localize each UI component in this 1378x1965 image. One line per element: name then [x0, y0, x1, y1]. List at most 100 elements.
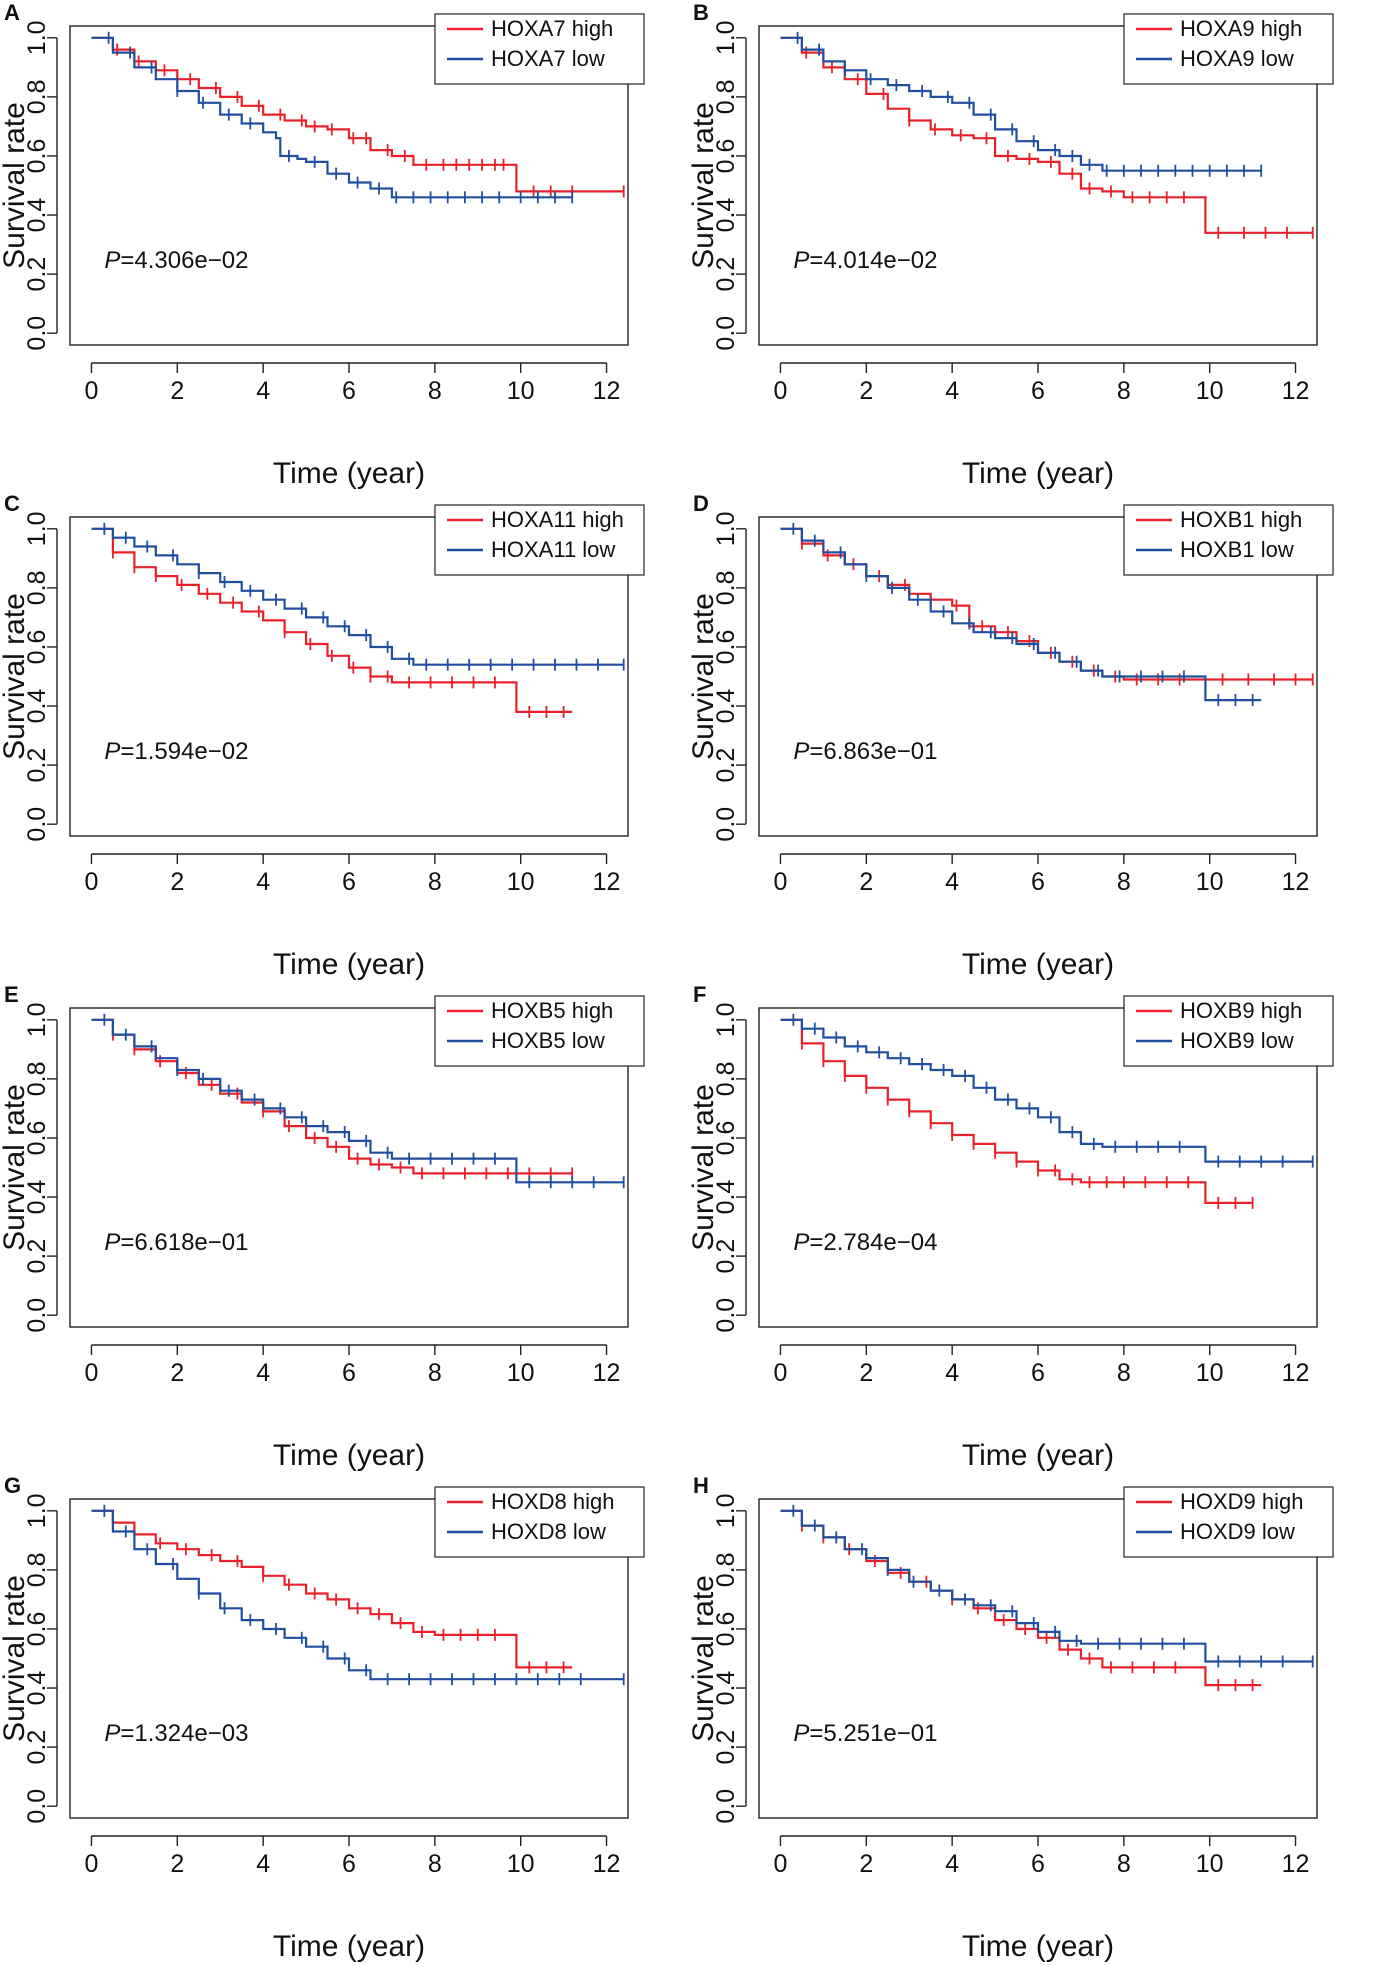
- survival-panel-d: D 0 2 4 6 8 10 12 Time (year) 0.0 0.2 0.4 0.6 0.8 1.0 S…: [689, 491, 1334, 981]
- p-value-prefix: P: [104, 738, 120, 765]
- x-tick-label: 8: [1117, 377, 1131, 405]
- y-tick-label: 0.4: [23, 198, 51, 233]
- x-tick-label: 6: [342, 1359, 356, 1387]
- y-tick-label: 0.0: [712, 807, 740, 842]
- legend-entry-low: HOXA11 low: [491, 537, 615, 562]
- x-tick-label: 2: [859, 868, 873, 896]
- plot-frame: [758, 1498, 1318, 1819]
- y-tick-label: 0.0: [23, 316, 51, 351]
- y-tick-label: 0.4: [23, 1671, 51, 1706]
- y-tick-label: 0.6: [23, 1612, 51, 1647]
- x-tick-label: 12: [593, 1850, 621, 1878]
- y-tick-label: 0.8: [712, 1062, 740, 1097]
- x-tick-label: 10: [507, 1850, 535, 1878]
- p-value-prefix: P: [104, 1229, 120, 1256]
- x-tick-label: 0: [85, 868, 99, 896]
- x-tick-label: 0: [774, 1850, 788, 1878]
- x-tick-label: 4: [945, 377, 959, 405]
- x-tick-label: 10: [1196, 868, 1224, 896]
- x-tick-label: 0: [85, 1359, 99, 1387]
- x-tick-label: 8: [1117, 868, 1131, 896]
- y-tick-label: 0.2: [23, 1239, 51, 1274]
- y-tick-label: 0.4: [712, 198, 740, 233]
- survival-panel-h: H 0 2 4 6 8 10 12 Time (year) 0.0 0.2 0.4 0.6 0.8 1.0 S…: [689, 1473, 1334, 1963]
- y-axis-label: Survival rate: [0, 1575, 31, 1742]
- y-tick-label: 0.6: [23, 1121, 51, 1156]
- y-tick-label: 1.0: [712, 511, 740, 546]
- y-tick-label: 0.4: [23, 689, 51, 724]
- legend-entry-high: HOXD9 high: [1180, 1489, 1304, 1514]
- legend-entry-high: HOXA11 high: [491, 507, 624, 532]
- y-tick-label: 0.6: [712, 139, 740, 174]
- p-value-annotation: P=6.863e−01: [793, 738, 937, 765]
- x-tick-label: 2: [170, 868, 184, 896]
- p-value-annotation: P=4.014e−02: [793, 247, 937, 274]
- y-tick-label: 1.0: [712, 1493, 740, 1528]
- y-tick-label: 0.2: [712, 1239, 740, 1274]
- panel-label: D: [693, 491, 709, 516]
- y-tick-label: 0.8: [23, 80, 51, 115]
- p-value-annotation: P=4.306e−02: [104, 247, 248, 274]
- x-tick-label: 12: [593, 1359, 621, 1387]
- p-value-annotation: P=2.784e−04: [793, 1229, 937, 1256]
- y-tick-label: 0.0: [23, 1789, 51, 1824]
- x-tick-label: 6: [1031, 1359, 1045, 1387]
- survival-curve-high: [780, 36, 1313, 234]
- y-tick-label: 0.0: [712, 1298, 740, 1333]
- survival-panel-f: F 0 2 4 6 8 10 12 Time (year) 0.0 0.2 0.4 0.6 0.8 1.0 S…: [689, 982, 1334, 1472]
- legend-entry-low: HOXA9 low: [1180, 46, 1294, 71]
- x-axis-label: Time (year): [273, 457, 425, 490]
- legend-entry-high: HOXA9 high: [1180, 16, 1302, 41]
- legend-box: [434, 995, 645, 1067]
- survival-curve-low: [780, 1509, 1313, 1663]
- survival-curve-high: [91, 1509, 573, 1669]
- p-value: =4.306e−02: [120, 247, 248, 274]
- x-tick-label: 12: [1282, 377, 1310, 405]
- p-value: =1.324e−03: [120, 1720, 248, 1747]
- legend-box: [1123, 1486, 1334, 1558]
- y-axis-label: Survival rate: [689, 1084, 720, 1251]
- survival-panel-c: C 0 2 4 6 8 10 12 Time (year) 0.0 0.2 0.4 0.6 0.8 1.0 S…: [0, 491, 645, 981]
- x-tick-label: 8: [1117, 1359, 1131, 1387]
- panel-label: B: [693, 0, 709, 25]
- legend-entry-high: HOXA7 high: [491, 16, 613, 41]
- x-tick-label: 0: [85, 1850, 99, 1878]
- x-tick-label: 10: [507, 377, 535, 405]
- x-tick-label: 8: [428, 377, 442, 405]
- legend-entry-high: HOXB5 high: [491, 998, 613, 1023]
- x-tick-label: 6: [1031, 377, 1045, 405]
- x-tick-label: 6: [1031, 868, 1045, 896]
- x-tick-label: 4: [945, 1359, 959, 1387]
- x-tick-label: 0: [774, 1359, 788, 1387]
- y-tick-label: 1.0: [712, 1002, 740, 1037]
- y-tick-label: 0.6: [23, 139, 51, 174]
- y-tick-label: 0.6: [712, 1121, 740, 1156]
- y-axis-label: Survival rate: [689, 593, 720, 760]
- y-tick-label: 0.8: [712, 571, 740, 606]
- y-tick-label: 0.0: [712, 316, 740, 351]
- p-value-annotation: P=1.324e−03: [104, 1720, 248, 1747]
- y-tick-label: 0.0: [23, 1298, 51, 1333]
- p-value: =6.618e−01: [120, 1229, 248, 1256]
- legend-box: [1123, 13, 1334, 85]
- y-axis-label: Survival rate: [0, 593, 31, 760]
- p-value-annotation: P=5.251e−01: [793, 1720, 937, 1747]
- y-tick-label: 0.2: [712, 748, 740, 783]
- x-axis-label: Time (year): [273, 1439, 425, 1472]
- legend-box: [434, 13, 645, 85]
- y-tick-label: 0.6: [23, 630, 51, 665]
- x-tick-label: 12: [593, 377, 621, 405]
- x-tick-label: 10: [1196, 1359, 1224, 1387]
- p-value: =5.251e−01: [809, 1720, 937, 1747]
- x-tick-label: 2: [859, 377, 873, 405]
- legend-box: [434, 1486, 645, 1558]
- p-value-prefix: P: [793, 247, 809, 274]
- p-value-prefix: P: [104, 1720, 120, 1747]
- p-value-annotation: P=6.618e−01: [104, 1229, 248, 1256]
- p-value: =6.863e−01: [809, 738, 937, 765]
- y-tick-label: 0.4: [712, 1671, 740, 1706]
- legend-entry-low: HOXB9 low: [1180, 1028, 1294, 1053]
- legend-entry-low: HOXB5 low: [491, 1028, 605, 1053]
- y-tick-label: 0.2: [23, 1730, 51, 1765]
